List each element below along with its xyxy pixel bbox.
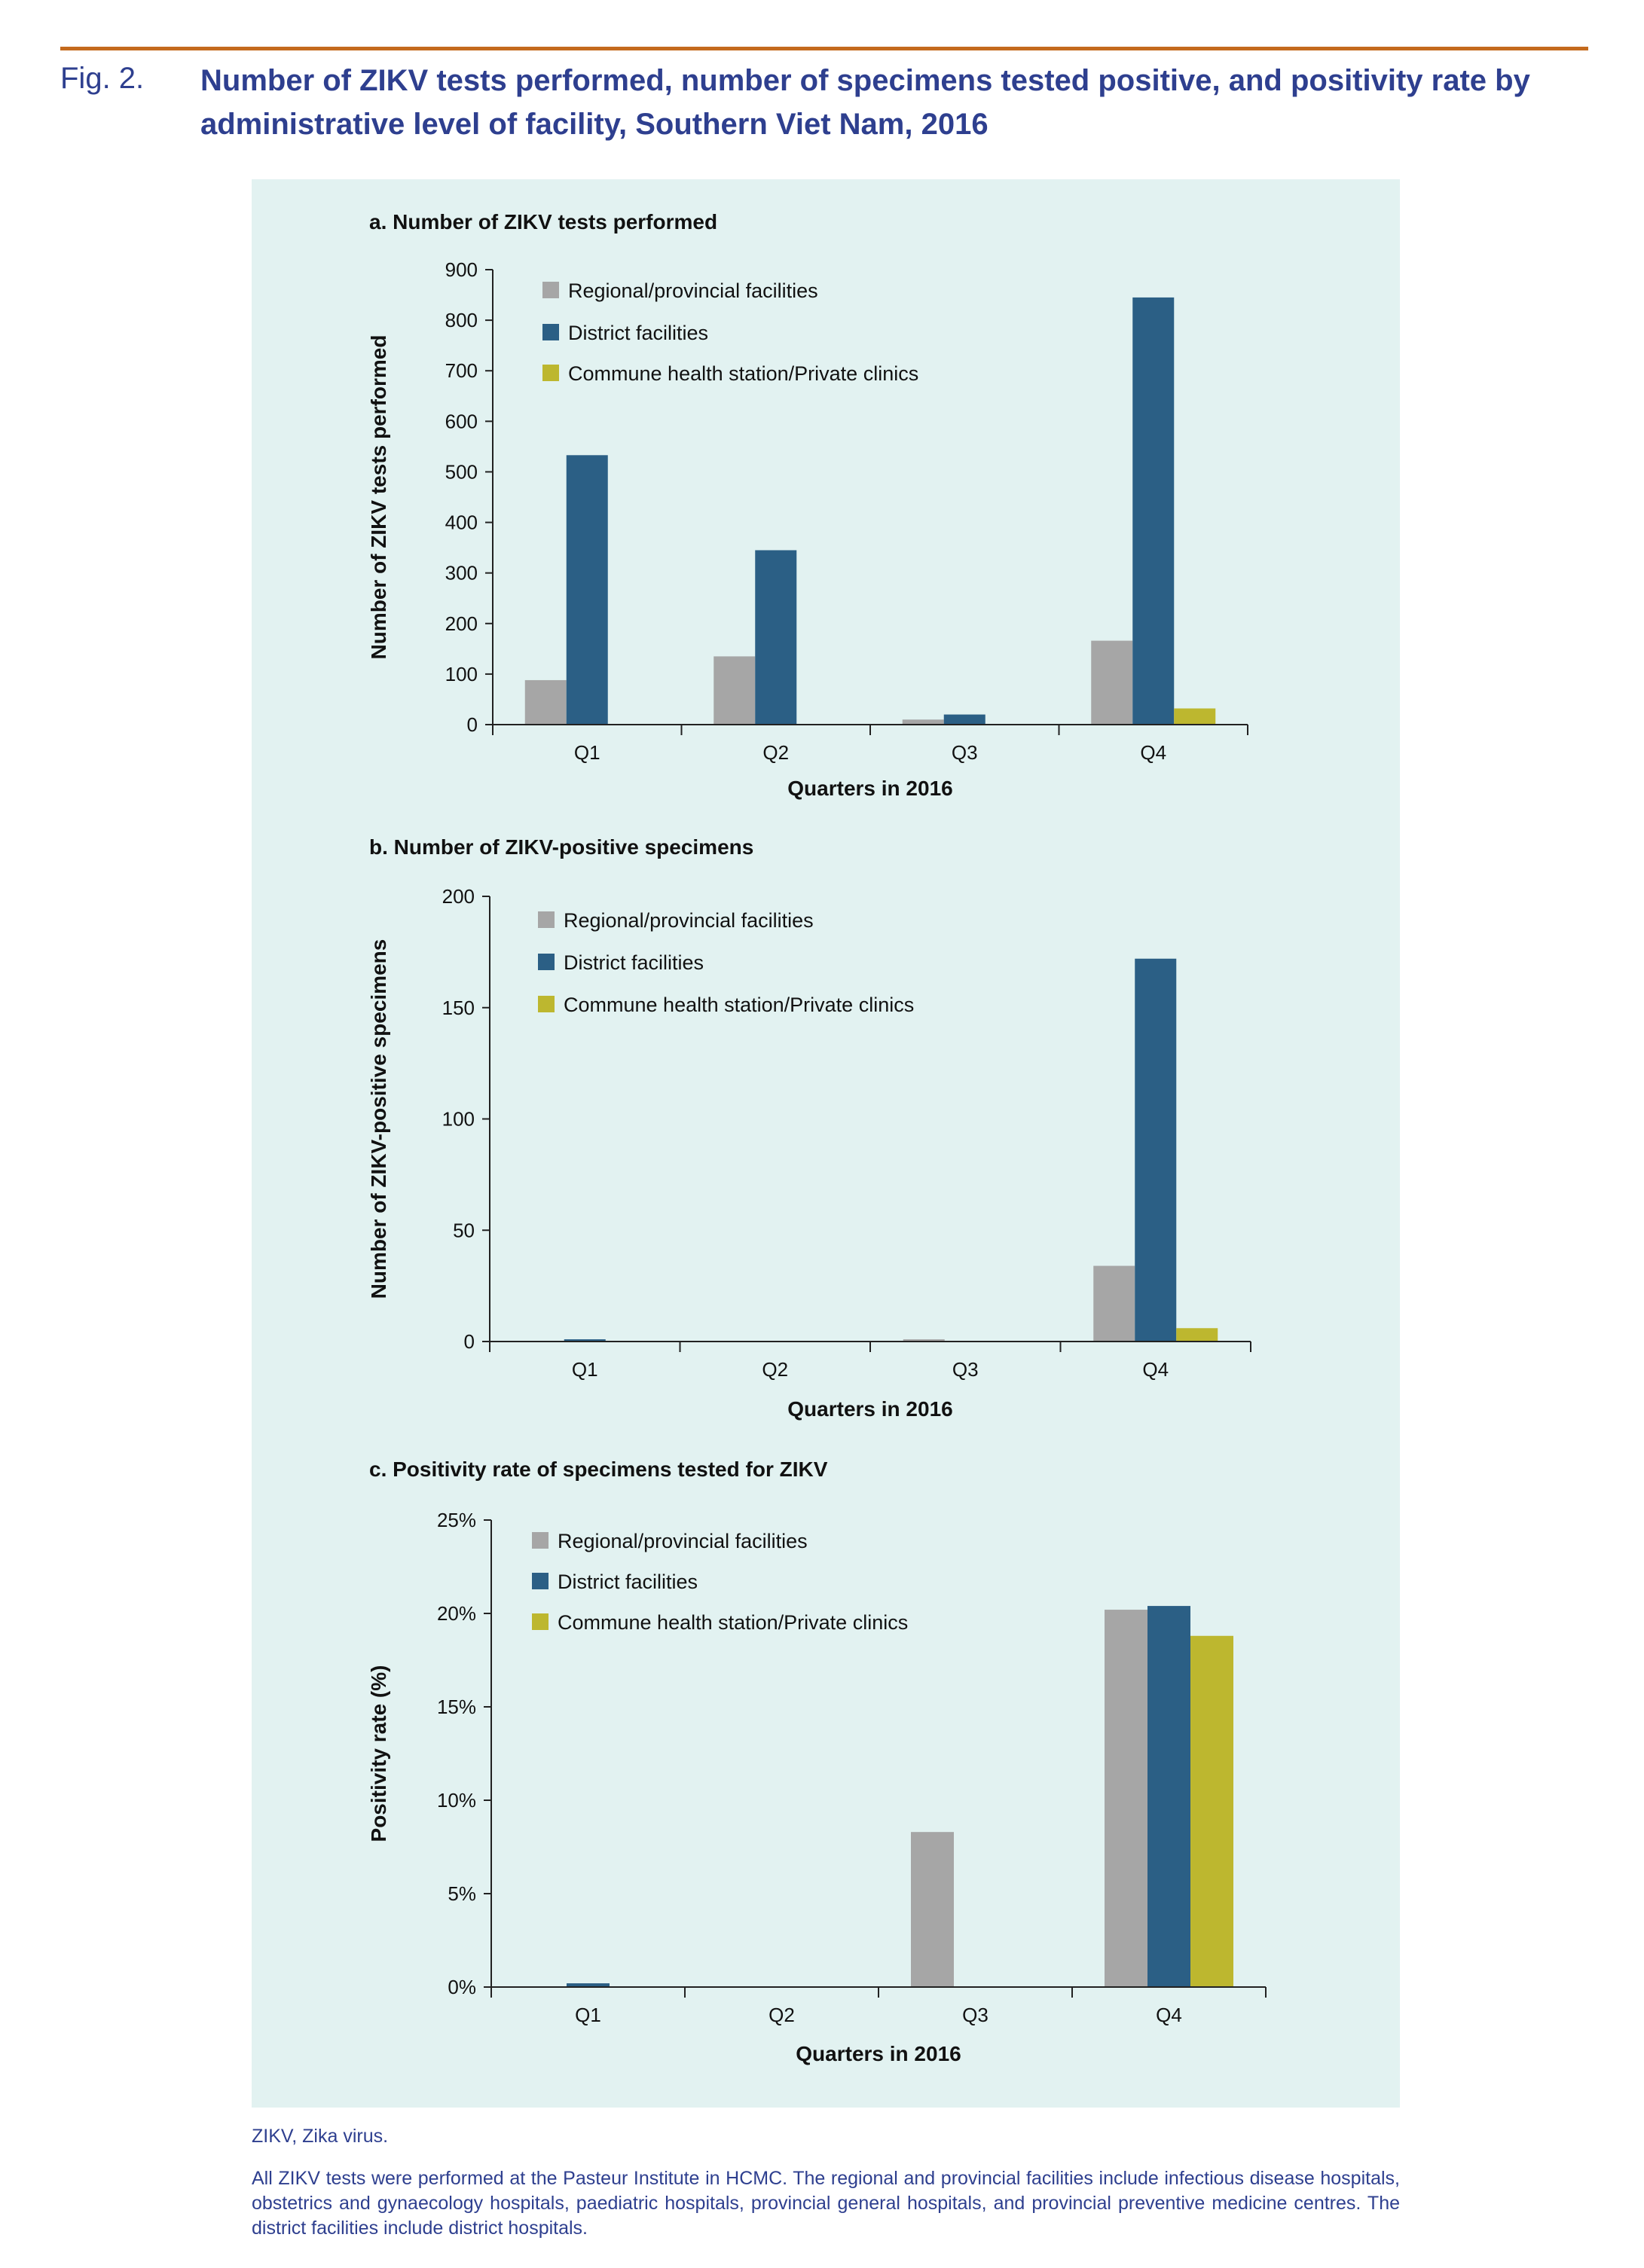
chart-a-x-tick-label: Q2: [762, 741, 789, 764]
chart-c-bar-q4-series-1: [1105, 1610, 1147, 1987]
chart-c-y-tick-label: 10%: [437, 1789, 476, 1812]
chart-a-x-tick-label: Q4: [1140, 741, 1166, 764]
figure-title: Number of ZIKV tests performed, number o…: [200, 64, 1530, 141]
chart-a-y-tick-label: 100: [445, 663, 478, 685]
chart-c-y-tick-label: 20%: [437, 1602, 476, 1625]
chart-a-y-tick-label: 400: [445, 511, 478, 534]
chart-c-y-tick-label: 15%: [437, 1696, 476, 1718]
chart-b-y-tick-label: 50: [453, 1219, 475, 1241]
chart-a-x-tick-label: Q1: [574, 741, 600, 764]
chart-b-legend-label-2: District facilities: [564, 951, 704, 974]
chart-c-legend-swatch-3: [532, 1613, 549, 1630]
chart-a-bar-q2-series-1: [714, 656, 756, 725]
chart-a-bar-q3-series-2: [943, 714, 985, 725]
footnote-body: All ZIKV tests were performed at the Pas…: [252, 2168, 1400, 2239]
chart-c-bar-q3-series-1: [911, 1832, 954, 1987]
chart-a-bar-q3-series-1: [902, 719, 944, 725]
chart-b-y-tick-label: 0: [464, 1330, 475, 1353]
chart-b-legend-label-3: Commune health station/Private clinics: [564, 994, 914, 1016]
chart-c-y-axis-label: Positivity rate (%): [367, 1665, 390, 1842]
chart-a-bar-q4-series-2: [1132, 297, 1175, 725]
chart-a-y-tick-label: 200: [445, 612, 478, 635]
chart-c-legend-swatch-2: [532, 1573, 549, 1589]
chart-b-y-tick-label: 200: [442, 885, 475, 908]
chart-a-y-axis-label: Number of ZIKV tests performed: [367, 335, 390, 660]
chart-a-y-tick-label: 900: [445, 258, 478, 281]
chart-a-bar-q2-series-2: [755, 550, 797, 725]
chart-b-x-tick-label: Q3: [952, 1358, 979, 1381]
chart-a-legend-label-2: District facilities: [568, 322, 708, 344]
chart-a-legend-swatch-1: [542, 282, 559, 298]
chart-a-bar-q4-series-3: [1174, 708, 1216, 725]
chart-b-title: b. Number of ZIKV-positive specimens: [369, 835, 753, 859]
chart-c-title: c. Positivity rate of specimens tested f…: [369, 1458, 828, 1481]
chart-b-legend-swatch-3: [538, 996, 555, 1012]
title-rule: [60, 47, 1588, 50]
chart-a-y-tick-label: 300: [445, 562, 478, 585]
chart-c-bar-q4-series-3: [1190, 1635, 1233, 1987]
chart-b-legend-swatch-1: [538, 911, 555, 928]
chart-a-legend-swatch-2: [542, 324, 559, 340]
chart-c-bar-q4-series-2: [1147, 1606, 1190, 1987]
chart-c-legend-swatch-1: [532, 1532, 549, 1549]
chart-a-bar-q4-series-1: [1091, 640, 1133, 725]
chart-a-y-tick-label: 700: [445, 359, 478, 382]
chart-a-legend-swatch-3: [542, 365, 559, 381]
chart-a-bar-q1-series-1: [524, 679, 567, 725]
chart-a-legend-label-1: Regional/provincial facilities: [568, 279, 818, 302]
chart-a-legend-label-3: Commune health station/Private clinics: [568, 362, 918, 385]
chart-b-x-tick-label: Q1: [572, 1358, 598, 1381]
chart-b-legend-swatch-2: [538, 954, 555, 970]
chart-b-x-tick-label: Q2: [762, 1358, 788, 1381]
chart-a-y-tick-label: 0: [467, 713, 478, 736]
chart-c-y-tick-label: 5%: [448, 1882, 476, 1905]
chart-c-x-tick-label: Q2: [769, 2004, 795, 2026]
chart-b-x-tick-label: Q4: [1142, 1358, 1169, 1381]
chart-a-y-tick-label: 500: [445, 460, 478, 483]
figure-label: Fig. 2.: [60, 62, 145, 95]
chart-a-bar-q1-series-2: [566, 455, 608, 725]
chart-c-legend-label-3: Commune health station/Private clinics: [558, 1611, 908, 1634]
chart-b-x-axis-label: Quarters in 2016: [787, 1397, 952, 1421]
chart-a-x-tick-label: Q3: [952, 741, 978, 764]
chart-c-x-axis-label: Quarters in 2016: [796, 2042, 961, 2065]
chart-a-title: a. Number of ZIKV tests performed: [369, 210, 717, 234]
chart-c-legend-label-2: District facilities: [558, 1571, 698, 1593]
chart-c-legend-label-1: Regional/provincial facilities: [558, 1530, 808, 1552]
chart-b-y-axis-label: Number of ZIKV-positive specimens: [367, 939, 390, 1299]
chart-c-bar-q1-series-2: [567, 1983, 610, 1987]
chart-a-y-tick-label: 600: [445, 410, 478, 432]
chart-b-bar-q4-series-3: [1176, 1328, 1218, 1342]
footnote-abbreviation: ZIKV, Zika virus.: [252, 2126, 389, 2147]
chart-c-x-tick-label: Q4: [1156, 2004, 1182, 2026]
chart-a-y-tick-label: 800: [445, 309, 478, 331]
chart-c-x-tick-label: Q1: [575, 2004, 601, 2026]
chart-c-y-tick-label: 0%: [448, 1976, 476, 1998]
chart-c-y-tick-label: 25%: [437, 1509, 476, 1531]
chart-a-x-axis-label: Quarters in 2016: [787, 777, 952, 800]
chart-c-x-tick-label: Q3: [962, 2004, 989, 2026]
chart-b-y-tick-label: 150: [442, 997, 475, 1019]
chart-b-bar-q4-series-2: [1135, 958, 1177, 1342]
chart-b-bar-q3-series-1: [903, 1339, 945, 1342]
chart-b-y-tick-label: 100: [442, 1108, 475, 1131]
chart-b-legend-label-1: Regional/provincial facilities: [564, 909, 814, 932]
chart-b-bar-q4-series-1: [1093, 1265, 1135, 1342]
chart-b-bar-q1-series-2: [564, 1339, 606, 1342]
